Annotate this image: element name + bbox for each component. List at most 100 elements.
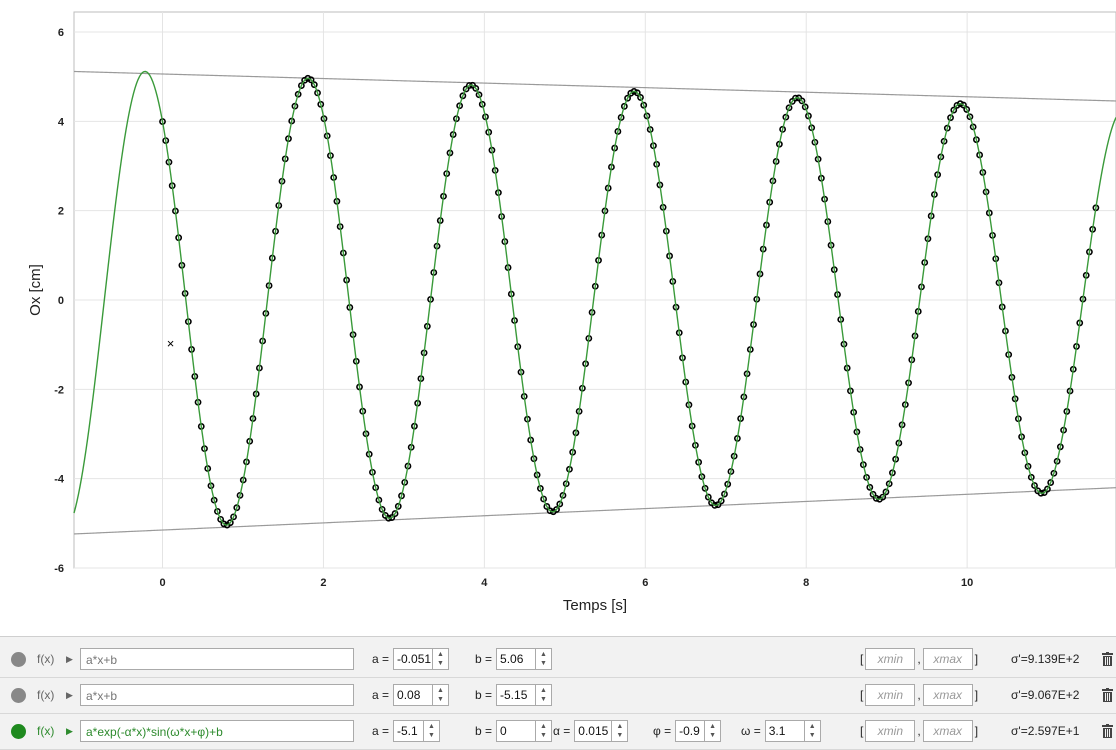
xmin-input[interactable]: xmin — [865, 648, 916, 670]
xmin-input[interactable]: xmin — [865, 720, 916, 742]
x-tick-label: 0 — [159, 577, 165, 589]
y-tick-label: 4 — [58, 116, 65, 128]
x-tick-label: 8 — [803, 577, 809, 589]
xmax-input[interactable]: xmax — [922, 684, 973, 706]
series-line-2 — [73, 70, 1116, 102]
spinner-icon[interactable]: ▲ ▼ — [804, 720, 821, 742]
y-axis-title: Ox [cm] — [27, 264, 44, 316]
sigma-value: σ'=9.067E+2 — [1011, 688, 1080, 702]
data-point — [475, 91, 483, 99]
param-name: a = — [372, 688, 390, 702]
range-close-bracket: ] — [974, 724, 979, 738]
param-name: ω = — [741, 724, 761, 738]
plot[interactable]: -6 -4 -2 0 2 4 6 0 2 4 6 8 10 × Temps [s] Ox [cm] — [0, 0, 1116, 636]
data-point — [782, 113, 790, 121]
data-point — [546, 507, 554, 515]
param-value-input[interactable]: 3.1 — [764, 720, 805, 742]
data-point — [459, 92, 467, 100]
spinner-icon[interactable]: ▲ ▼ — [536, 684, 553, 706]
spinner-icon[interactable]: ▲ ▼ — [612, 720, 629, 742]
param-name: α = — [553, 724, 571, 738]
data-point — [304, 74, 312, 82]
data-point — [472, 84, 480, 92]
fit-panel: f(x) ▶ a*x+b a = -0.051 ▲ ▼ b = 5.06 ▲ ▼[xmin, xmax… — [0, 636, 1116, 750]
data-point — [960, 101, 967, 109]
spinner-icon[interactable]: ▲ ▼ — [536, 648, 553, 670]
range-open-bracket: [ — [860, 688, 864, 702]
fit-color-dot[interactable] — [11, 651, 26, 667]
range-separator: , — [917, 688, 921, 702]
xmax-input[interactable]: xmax — [922, 648, 973, 670]
spinner-icon[interactable]: ▲ ▼ — [433, 648, 450, 670]
spinner-icon[interactable]: ▲ ▼ — [424, 720, 441, 742]
data-point — [701, 484, 709, 492]
param-value-input[interactable]: 0 — [496, 720, 537, 742]
fit-color-dot[interactable] — [11, 723, 26, 739]
param-value-input[interactable]: -0.051 — [393, 648, 434, 670]
fit-color-dot[interactable] — [11, 687, 26, 703]
param-field: φ = -0.9 ▲ ▼ — [653, 720, 722, 742]
data-point — [559, 491, 567, 499]
data-point — [785, 104, 793, 112]
spinner-icon[interactable]: ▲ ▼ — [433, 684, 450, 706]
data-point — [233, 504, 241, 512]
param-value-input[interactable]: 0.08 — [393, 684, 434, 706]
sigma-value: σ'=2.597E+1 — [1011, 724, 1080, 738]
param-field: a = 0.08 ▲ ▼ — [372, 684, 450, 706]
param-name: b = — [475, 724, 493, 738]
range-group: [xmin, xmax] — [860, 684, 978, 706]
data-point — [963, 106, 971, 113]
data-point — [805, 112, 812, 120]
data-point — [543, 503, 551, 510]
param-value-input[interactable]: -5.1 — [393, 720, 425, 742]
data-point — [956, 100, 964, 108]
triangle-right-icon[interactable]: ▶ — [66, 689, 73, 700]
x-tick-label: 2 — [320, 577, 326, 589]
data-point — [721, 490, 728, 498]
chart-area[interactable]: -6 -4 -2 0 2 4 6 0 2 4 6 8 10 × Temps [s] Ox [cm] — [0, 0, 1116, 636]
spinner-icon[interactable]: ▲ ▼ — [705, 720, 722, 742]
y-tick-label: 6 — [58, 27, 64, 39]
expression-input[interactable]: a*x+b — [80, 684, 354, 706]
param-value-input[interactable]: -5.15 — [496, 684, 537, 706]
data-point — [540, 495, 548, 503]
triangle-right-icon[interactable]: ▶ — [66, 653, 73, 664]
trash-icon[interactable] — [1102, 724, 1113, 738]
data-point — [633, 89, 641, 97]
param-value-input[interactable]: 0.015 — [574, 720, 613, 742]
data-point — [866, 483, 874, 491]
data-point — [310, 81, 318, 89]
range-close-bracket: ] — [974, 652, 979, 666]
data-point — [637, 94, 644, 101]
trash-icon[interactable] — [1102, 688, 1113, 702]
data-point — [966, 113, 974, 121]
y-tick-label: 0 — [58, 295, 64, 307]
xmax-input[interactable]: xmax — [922, 720, 973, 742]
triangle-right-icon[interactable]: ▶ — [66, 725, 73, 736]
param-value-input[interactable]: 5.06 — [496, 648, 537, 670]
data-point — [314, 89, 321, 97]
data-point — [879, 493, 887, 501]
expression-input[interactable]: a*x+b — [80, 648, 354, 670]
data-point — [394, 502, 402, 510]
param-field: a = -0.051 ▲ ▼ — [372, 648, 450, 670]
data-point — [630, 87, 638, 95]
range-group: [xmin, xmax] — [860, 648, 978, 670]
param-field: ω = 3.1 ▲ ▼ — [741, 720, 821, 742]
y-tick-label: -6 — [54, 563, 64, 575]
x-tick-label: 4 — [481, 577, 488, 589]
fx-label[interactable]: f(x) — [37, 724, 55, 738]
param-value-input[interactable]: -0.9 — [675, 720, 706, 742]
data-point — [882, 488, 890, 496]
spinner-icon[interactable]: ▲ ▼ — [536, 720, 553, 742]
fx-label[interactable]: f(x) — [37, 652, 55, 666]
data-point — [869, 490, 877, 498]
expression-input[interactable]: a*exp(-α*x)*sin(ω*x+φ)+b — [80, 720, 354, 742]
trash-icon[interactable] — [1102, 652, 1113, 666]
fit-row: f(x) ▶ a*exp(-α*x)*sin(ω*x+φ)+b a = -5.1 ▲ ▼ b … — [0, 713, 1116, 750]
data-point — [1031, 482, 1038, 489]
fx-label[interactable]: f(x) — [37, 688, 55, 702]
xmin-input[interactable]: xmin — [865, 684, 916, 706]
range-open-bracket: [ — [860, 652, 864, 666]
range-close-bracket: ] — [974, 688, 979, 702]
